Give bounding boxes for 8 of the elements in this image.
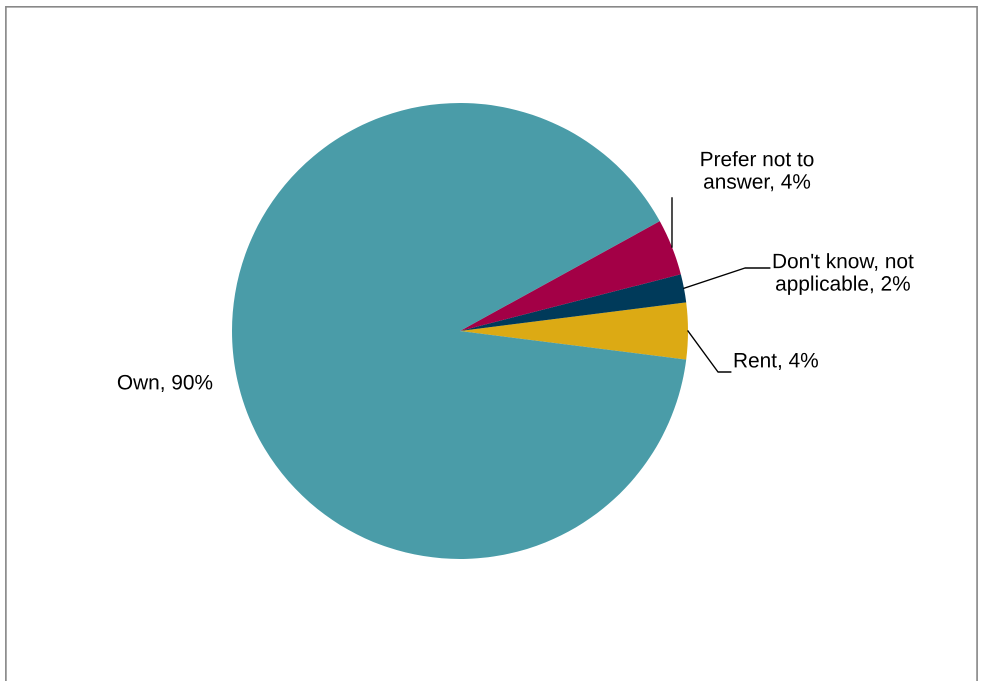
pie-slice <box>460 221 681 331</box>
pie-slice <box>460 302 688 360</box>
slice-label: Don't know, not applicable, 2% <box>774 253 914 295</box>
slice-label: Own, 90% <box>118 374 212 392</box>
slice-label: Rent, 4% <box>734 352 818 370</box>
pie-slice <box>460 274 686 331</box>
slice-label: Prefer not to answer, 4% <box>701 151 814 192</box>
pie-slice <box>232 103 686 559</box>
